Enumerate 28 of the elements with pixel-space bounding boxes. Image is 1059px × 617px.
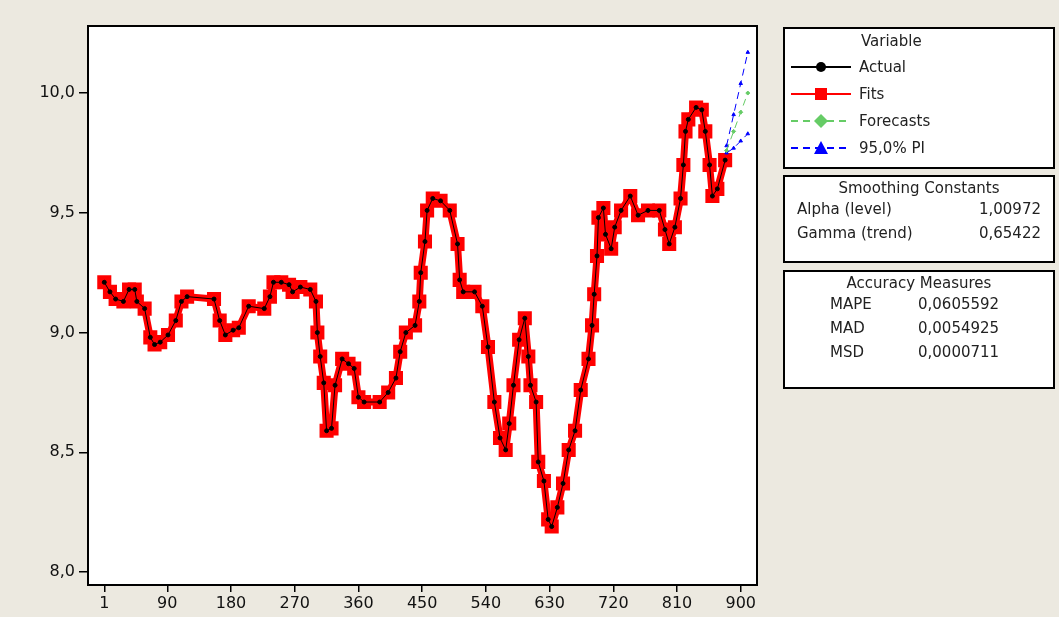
legend-label: Actual <box>859 57 906 76</box>
x-tick-label: 450 <box>406 592 438 612</box>
x-tick-label: 270 <box>279 592 310 612</box>
y-tick-label: 10,0 <box>39 82 75 102</box>
x-tick-label: 810 <box>661 592 693 612</box>
y-tick-label: 8,0 <box>49 561 75 581</box>
legend-label: Fits <box>859 84 885 103</box>
legend-title: Variable <box>860 31 923 52</box>
x-tick-label: 360 <box>343 592 374 612</box>
text: MAPE 0,0605592 <box>830 295 1000 313</box>
x-tick-label: 900 <box>725 592 756 612</box>
text: Alpha (level) 1,00972 <box>797 200 1041 218</box>
y-tick-label: 9,5 <box>49 201 75 221</box>
y-tick-label: 8,5 <box>49 441 75 461</box>
legend-label: Forecasts <box>859 111 931 130</box>
text: MAD 0,0054925 <box>830 319 1000 337</box>
text: Accuracy Measures <box>845 274 993 292</box>
x-tick-label: 540 <box>470 592 502 612</box>
y-tick-label: 9,0 <box>49 321 75 341</box>
x-tick-label: 1 <box>99 592 110 612</box>
text: Gamma (trend) 0,65422 <box>797 224 1041 242</box>
x-tick-label: 90 <box>157 592 178 612</box>
legend-label: 95,0% PI <box>859 138 925 157</box>
text: MSD 0,0000711 <box>830 343 1000 361</box>
text: Smoothing Constants <box>837 179 1001 197</box>
x-tick-label: 630 <box>534 592 565 612</box>
x-tick-label: 180 <box>215 592 247 612</box>
x-tick-label: 720 <box>598 592 629 612</box>
